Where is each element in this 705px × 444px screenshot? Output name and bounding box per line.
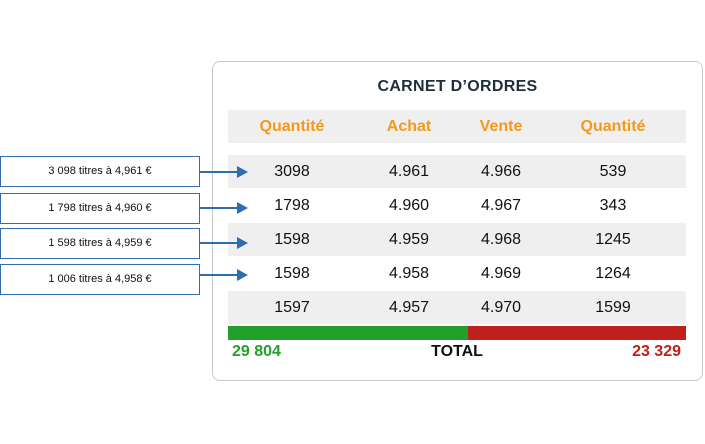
sell-price-cell: 4.969 <box>480 265 522 282</box>
callout-arrow-line <box>200 207 238 209</box>
table-row: 1598 4.958 4.969 1264 <box>228 257 686 290</box>
buy-price-cell: 4.960 <box>388 197 430 214</box>
callout-arrow-line <box>200 171 238 173</box>
order-callout: 1 598 titres à 4,959 € <box>0 228 200 259</box>
sell-price-cell: 4.967 <box>480 197 522 214</box>
buy-price-cell: 4.959 <box>388 231 430 248</box>
buy-quantity-cell: 1598 <box>274 231 310 248</box>
arrow-right-icon <box>237 237 248 249</box>
sell-quantity-cell: 539 <box>599 163 627 180</box>
sell-total-value: 23 329 <box>632 343 681 360</box>
header-sell-quantity: Quantité <box>580 118 646 135</box>
sell-price-cell: 4.970 <box>480 299 522 316</box>
buy-total-value: 29 804 <box>232 343 281 360</box>
order-callout: 1 006 titres à 4,958 € <box>0 264 200 295</box>
buy-quantity-cell: 1598 <box>274 265 310 282</box>
sell-price-cell: 4.966 <box>480 163 522 180</box>
table-row: 1598 4.959 4.968 1245 <box>228 223 686 256</box>
sell-quantity-cell: 1599 <box>595 299 631 316</box>
order-callout: 1 798 titres à 4,960 € <box>0 193 200 224</box>
arrow-right-icon <box>237 269 248 281</box>
sell-quantity-cell: 1245 <box>595 231 631 248</box>
order-callout: 3 098 titres à 4,961 € <box>0 156 200 187</box>
sell-price-cell: 4.968 <box>480 231 522 248</box>
sell-total-bar <box>468 326 686 340</box>
buy-price-cell: 4.957 <box>388 299 430 316</box>
buy-quantity-cell: 1798 <box>274 197 310 214</box>
buy-quantity-cell: 3098 <box>274 163 310 180</box>
order-book-title: CARNET D’ORDRES <box>377 78 538 95</box>
buy-quantity-cell: 1597 <box>274 299 310 316</box>
header-buy-price: Achat <box>386 118 432 135</box>
callout-arrow-line <box>200 242 238 244</box>
header-sell-price: Vente <box>479 118 523 135</box>
sell-quantity-cell: 343 <box>599 197 627 214</box>
arrow-right-icon <box>237 202 248 214</box>
table-row: 3098 4.961 4.966 539 <box>228 155 686 188</box>
header-buy-quantity: Quantité <box>259 118 325 135</box>
table-header-row: Quantité Achat Vente Quantité <box>228 110 686 143</box>
sell-quantity-cell: 1264 <box>595 265 631 282</box>
callout-arrow-line <box>200 274 238 276</box>
buy-price-cell: 4.958 <box>388 265 430 282</box>
buy-total-bar <box>228 326 468 340</box>
table-row: 1597 4.957 4.970 1599 <box>228 291 686 324</box>
arrow-right-icon <box>237 166 248 178</box>
table-row: 1798 4.960 4.967 343 <box>228 189 686 222</box>
buy-price-cell: 4.961 <box>388 163 430 180</box>
total-label: TOTAL <box>431 343 483 360</box>
